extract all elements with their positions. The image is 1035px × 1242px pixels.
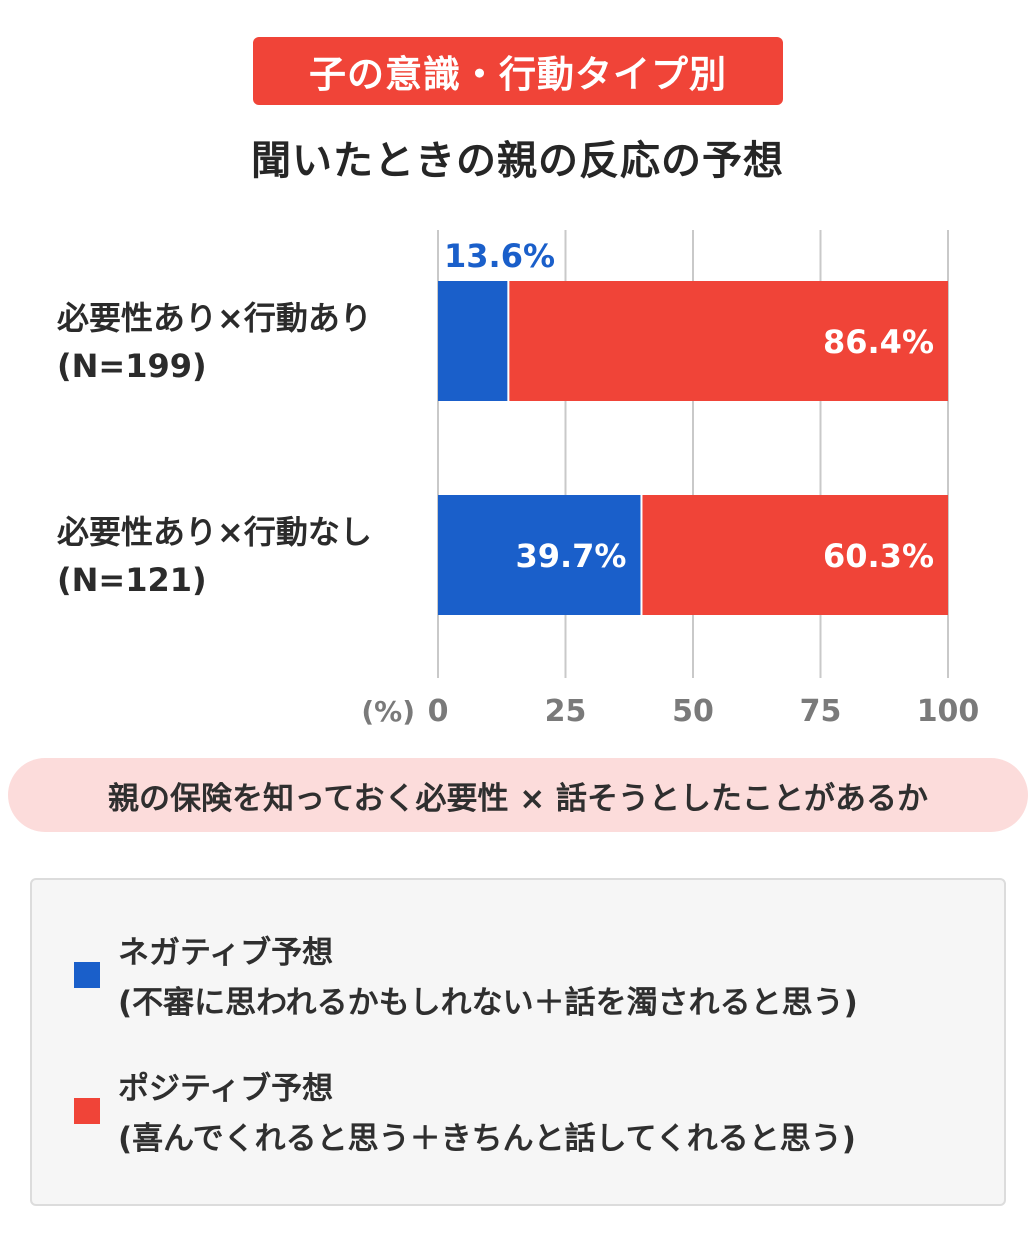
data-label-positive: 86.4%	[823, 323, 934, 361]
bar-positive	[509, 281, 948, 401]
bar-negative	[438, 495, 641, 615]
legend-positive-title: ポジティブ予想	[118, 1071, 334, 1107]
legend-negative-desc: (不審に思われるかもしれない＋話を濁されると思う)	[118, 985, 858, 1021]
category-label: 必要性あり×行動なし	[57, 513, 372, 551]
x-unit-label: (%)	[361, 695, 415, 728]
x-tick-label-75: 75	[800, 694, 842, 729]
category-sublabel: (N=121)	[57, 561, 207, 599]
category-label: 必要性あり×行動あり	[57, 299, 372, 337]
data-label-negative: 13.6%	[444, 237, 555, 275]
category-sublabel: (N=199)	[57, 347, 207, 385]
chart-title: 聞いたときの親の反応の予想	[251, 138, 784, 184]
legend-swatch-negative	[74, 962, 100, 988]
x-tick-label-0: 0	[428, 694, 449, 729]
chart-badge: 子の意識・行動タイプ別	[253, 37, 783, 105]
bar-positive	[642, 495, 948, 615]
data-label-positive: 60.3%	[823, 537, 934, 575]
data-label-negative: 39.7%	[515, 537, 626, 575]
stacked-bar-chart: 0 25 50 75 100 (%) 必要性あり×行動あり (N=199) 必要性あり×行動なし…	[57, 230, 980, 729]
legend-negative-title: ネガティブ予想	[118, 935, 334, 971]
legend-positive-desc: (喜んでくれると思う＋きちんと話してくれると思う)	[118, 1121, 856, 1157]
legend-swatch-positive	[74, 1098, 100, 1124]
x-tick-label-50: 50	[672, 694, 714, 729]
chart-subtitle-pill: 親の保険を知っておく必要性 × 話そうとしたことがあるか	[8, 758, 1028, 832]
x-tick-label-25: 25	[545, 694, 587, 729]
legend-box: ネガティブ予想 (不審に思われるかもしれない＋話を濁されると思う) ポジティブ予…	[30, 878, 1006, 1206]
bar-negative	[438, 281, 508, 401]
x-tick-label-100: 100	[917, 694, 980, 729]
